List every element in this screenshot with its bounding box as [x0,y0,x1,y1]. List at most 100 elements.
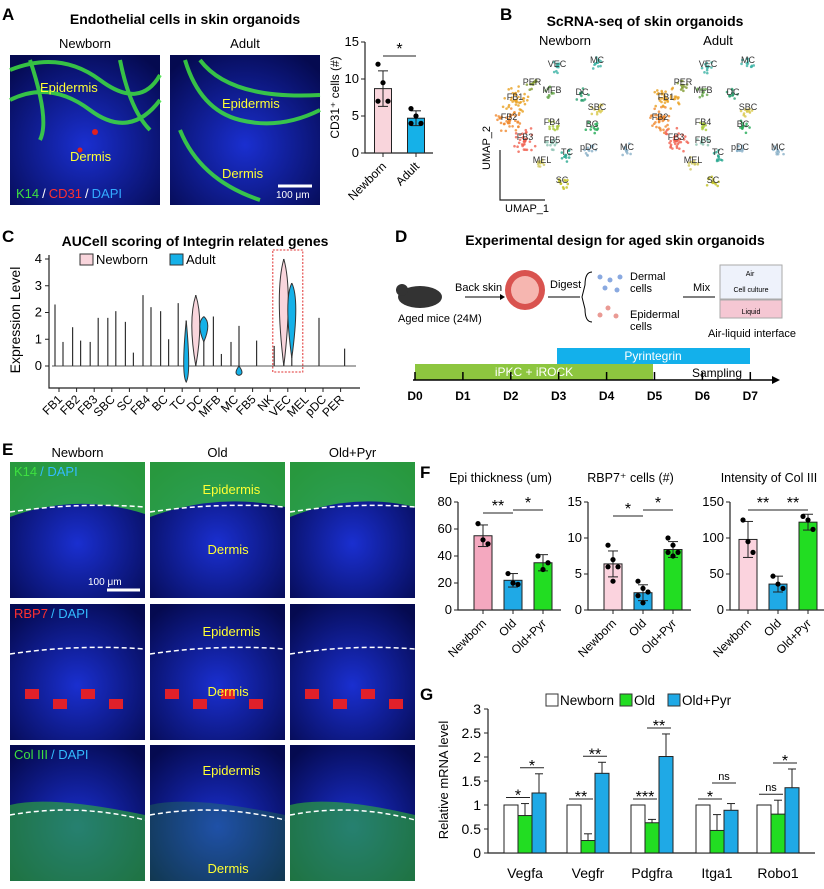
chart-title: RBP7⁺ cells (#) [587,471,673,485]
umap-cell [554,129,557,132]
umap-cell [703,71,706,74]
umap-cell [733,97,736,100]
cluster-label: FB1 [658,92,675,102]
cluster-label: FB4 [544,117,561,127]
epidermis-label: Epidermis [203,763,261,778]
y-tick-label: 60 [438,521,452,536]
data-point [665,535,670,540]
bar [710,830,724,853]
cluster-label: TC [712,147,724,157]
panel-d-title: Experimental design for aged skin organo… [465,232,765,248]
bar [518,816,532,853]
rbp7-stain [165,689,179,699]
umap-cell [537,165,540,168]
umap-cell [660,106,663,109]
cluster-label: MFB [543,85,562,95]
cluster-label: BC [586,119,599,129]
cluster-label: FB5 [544,135,561,145]
y-axis-label: Expression Level [7,267,23,374]
umap-cell [750,65,753,68]
umap-cell [651,124,654,127]
umap-cell [530,149,533,152]
bar [771,814,785,853]
umap-cell [562,186,565,189]
micrograph [290,604,415,740]
umap-cell [518,113,521,116]
stain-dapi: / DAPI [51,747,89,762]
umap-cell [524,103,527,106]
stain-dapi: / DAPI [51,606,89,621]
chart-title: Epi thickness (um) [449,471,552,485]
day-label: D7 [743,389,759,403]
back-skin-label: Back skin [455,282,502,294]
data-point [750,550,755,555]
umap-cell [677,101,680,104]
bar [757,805,771,853]
legend-label: Old [634,693,655,708]
umap-cell [513,145,516,148]
umap-cell [510,87,513,90]
bar [724,810,738,853]
bar [631,805,645,853]
a-dermis-label: Dermis [70,149,112,164]
cluster-label: MC [771,142,785,152]
rbp7-stain [53,699,67,709]
x-tick-label: PER [319,392,347,420]
umap-cell [515,103,518,106]
umap-cell [517,125,520,128]
data-point [515,582,520,587]
umap-cell [669,146,672,149]
column-label: Old+Pyr [329,445,377,460]
umap-cell [653,108,656,111]
epidermal-label: cells [630,321,653,333]
umap-cell [592,67,595,70]
bar [532,793,546,853]
panel-label-d: D [395,227,407,246]
bar [696,805,710,853]
dermis-label: Dermis [208,542,250,557]
legend-label: Newborn [560,693,614,708]
x-tick-label: Old [761,616,784,639]
chart-c-violin: AUCell scoring of Integrin related genes… [7,233,360,420]
significance-label: ** [492,498,504,515]
umap-cell [675,95,678,98]
umap-cell [508,104,511,107]
cluster-label: FB3 [517,132,534,142]
significance-label: * [396,41,402,58]
bar [799,522,817,610]
cluster-label: SC [707,175,720,185]
umap-cell [653,91,656,94]
umap-cell [565,186,568,189]
umap-cell [599,65,602,68]
rbp7-stain [305,689,319,699]
umap-cell [658,126,661,129]
data-point [380,80,385,85]
stain-legend: K14/ DAPI [14,464,78,479]
significance-label: * [655,495,661,512]
umap-cell [687,141,690,144]
bar [645,823,659,853]
umap-plots: VEC MCPERMFB DCFB1SBCFB2 FB4 BCFB5FB3pDCTC MC… [495,55,786,190]
data-point [418,121,423,126]
y-tick-label: 0.5 [462,821,482,837]
dermis-label: Dermis [208,684,250,699]
cluster-label: FB1 [507,92,524,102]
legend-swatch-newborn [80,254,93,265]
x-tick-label: Old [496,616,519,639]
significance-label: ** [589,746,601,763]
y-tick-label: 0 [473,845,481,861]
rbp7-stain [249,699,263,709]
bar [504,805,518,853]
cluster-label: TC [561,147,573,157]
a-dermis-label: Dermis [222,166,264,181]
cluster-label: DC [727,87,740,97]
umap-cell [717,159,720,162]
y-tick-label: 100 [702,530,724,545]
data-point [635,593,640,598]
day-label: D5 [647,389,663,403]
umap-cell [508,125,511,128]
ipkc-label: iPKC + iROCK [495,365,573,379]
umap-cell [706,72,709,75]
data-point [740,517,745,522]
